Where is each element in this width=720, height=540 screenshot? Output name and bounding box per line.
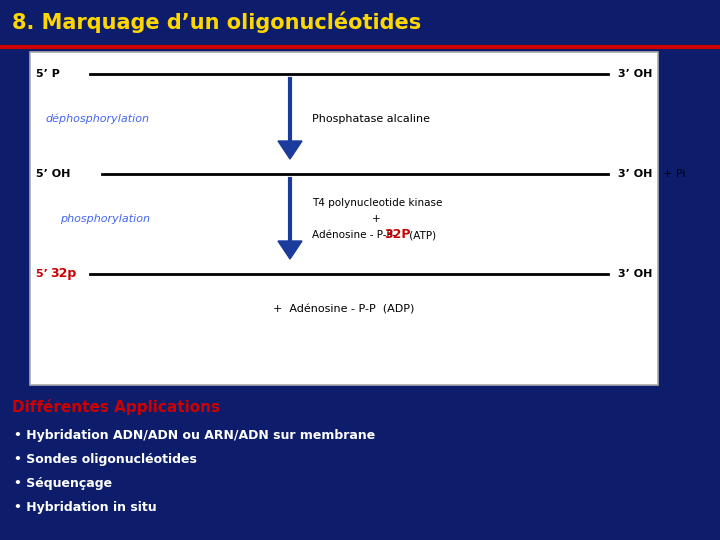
Text: (ATP): (ATP) <box>406 230 436 240</box>
Text: 5’ OH: 5’ OH <box>36 169 71 179</box>
Text: 5’: 5’ <box>36 269 52 279</box>
Text: • Hybridation ADN/ADN ou ARN/ADN sur membrane: • Hybridation ADN/ADN ou ARN/ADN sur mem… <box>14 429 375 442</box>
Text: +  Adénosine - P-P  (ADP): + Adénosine - P-P (ADP) <box>274 304 415 314</box>
Text: 32P: 32P <box>384 228 410 241</box>
Text: + Pi: + Pi <box>663 169 685 179</box>
Text: déphosphorylation: déphosphorylation <box>45 114 149 124</box>
Bar <box>30 52 658 385</box>
Text: Phosphatase alcaline: Phosphatase alcaline <box>312 114 430 124</box>
Text: • Sondes oligonucléotides: • Sondes oligonucléotides <box>14 453 197 465</box>
Text: 5’ P: 5’ P <box>36 69 60 79</box>
Text: • Séquençage: • Séquençage <box>14 476 112 489</box>
Text: • Hybridation in situ: • Hybridation in situ <box>14 501 157 514</box>
Text: 3’ OH: 3’ OH <box>618 69 652 79</box>
Text: 32p: 32p <box>50 267 76 280</box>
Text: Adénosine - P-P-: Adénosine - P-P- <box>312 230 396 240</box>
Text: 3’ OH: 3’ OH <box>618 169 652 179</box>
Text: 3’ OH: 3’ OH <box>618 269 652 279</box>
Text: phosphorylation: phosphorylation <box>60 214 150 224</box>
Text: 8. Marquage d’un oligonucléotides: 8. Marquage d’un oligonucléotides <box>12 11 421 33</box>
Text: T4 polynucleotide kinase: T4 polynucleotide kinase <box>312 198 442 208</box>
Polygon shape <box>278 141 302 159</box>
Text: +: + <box>372 214 381 224</box>
Polygon shape <box>278 241 302 259</box>
Text: Différentes Applications: Différentes Applications <box>12 399 220 415</box>
